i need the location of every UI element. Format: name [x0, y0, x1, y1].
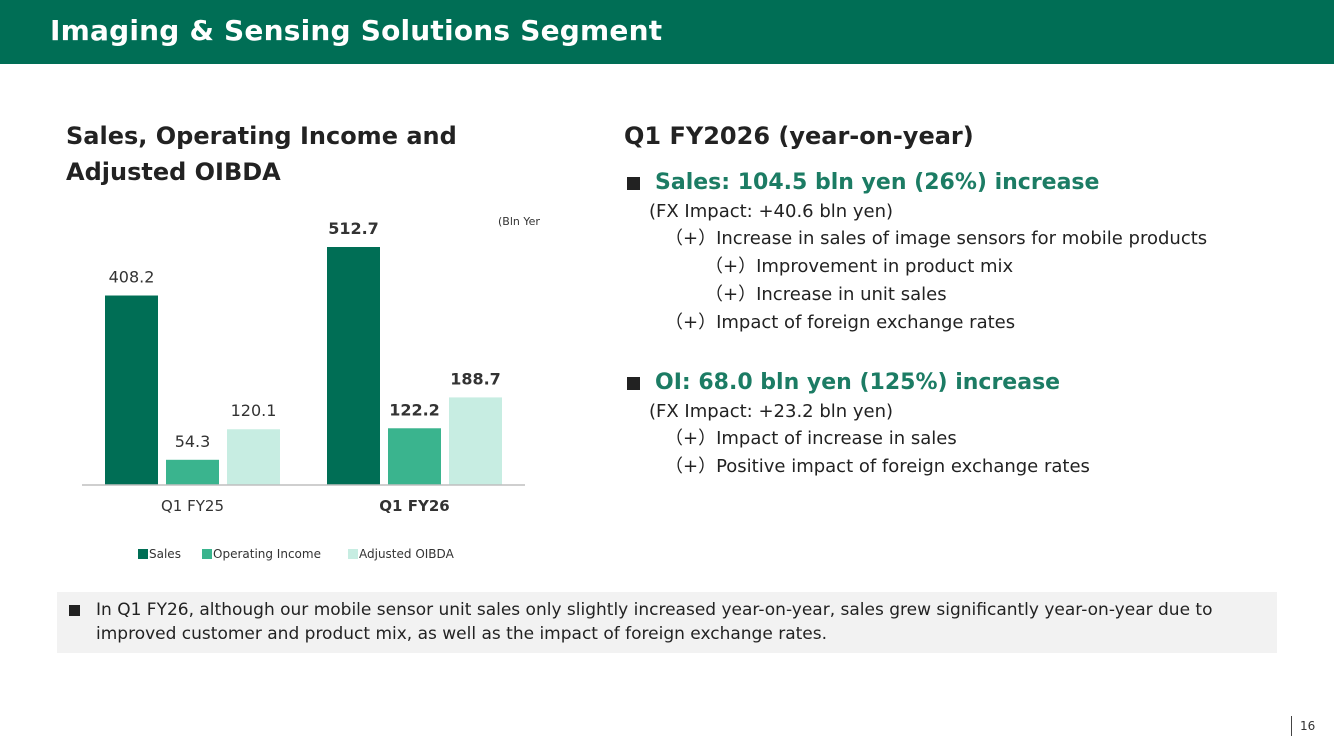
legend-label: Operating Income	[213, 547, 321, 561]
page-title: Imaging & Sensing Solutions Segment	[50, 14, 663, 47]
bar-adjusted-oibda	[227, 429, 280, 485]
oi-fx-impact: (FX Impact: +23.2 bln yen)	[649, 401, 894, 422]
sales-factor-item: （+）Increase in unit sales	[705, 284, 947, 305]
bar-operating-income	[388, 428, 441, 485]
oi-factor-list: （+）Impact of increase in sales （+）Positiv…	[627, 425, 1317, 481]
data-label: 188.7	[450, 369, 501, 388]
legend-label: Sales	[149, 547, 181, 561]
sales-fx-impact: (FX Impact: +40.6 bln yen)	[649, 201, 894, 222]
summary-note: In Q1 FY26, although our mobile sensor u…	[57, 592, 1277, 653]
page-divider	[1291, 716, 1292, 736]
legend-label: Adjusted OIBDA	[359, 547, 455, 561]
legend-swatch	[138, 549, 148, 559]
square-bullet-icon	[69, 605, 80, 616]
bar-operating-income	[166, 459, 219, 485]
oi-headline: OI: 68.0 bln yen (125%) increase	[655, 370, 1061, 395]
sales-factor-item: （+）Impact of foreign exchange rates	[665, 312, 1016, 333]
bar-adjusted-oibda	[449, 397, 502, 485]
bar-chart: (Bln Yen) 408.2 54.3 120.1 Q1 FY25 512.7 122.2…	[82, 215, 540, 561]
data-label: 122.2	[389, 400, 440, 419]
sales-headline-row: Sales: 104.5 bln yen (26%) increase	[627, 170, 1317, 198]
data-label: 408.2	[109, 268, 155, 287]
page-number: 16	[1300, 719, 1316, 733]
category-label: Q1 FY25	[161, 497, 224, 515]
oi-factor-item: （+）Impact of increase in sales	[665, 428, 957, 449]
oi-section: OI: 68.0 bln yen (125%) increase (FX Imp…	[627, 370, 1317, 481]
bar-sales	[105, 295, 158, 485]
yoy-title: Q1 FY2026 (year-on-year)	[624, 122, 974, 150]
sales-factor-item: （+）Increase in sales of image sensors fo…	[665, 228, 1208, 249]
square-bullet-icon	[627, 177, 640, 190]
unit-label: (Bln Yen)	[498, 215, 540, 228]
oi-headline-row: OI: 68.0 bln yen (125%) increase	[627, 370, 1317, 398]
data-label: 120.1	[231, 401, 277, 420]
category-label: Q1 FY26	[379, 497, 449, 515]
bar-sales	[327, 247, 380, 485]
oi-factor-item: （+）Positive impact of foreign exchange r…	[665, 456, 1090, 477]
data-label: 512.7	[328, 219, 379, 238]
sales-factor-list: （+）Increase in sales of image sensors fo…	[627, 225, 1317, 337]
sales-factor-item: （+）Improvement in product mix	[705, 256, 1014, 277]
header-bar: Imaging & Sensing Solutions Segment	[0, 0, 1334, 64]
legend-swatch	[202, 549, 212, 559]
sales-section: Sales: 104.5 bln yen (26%) increase (FX …	[627, 170, 1317, 337]
summary-note-text: In Q1 FY26, although our mobile sensor u…	[96, 600, 1213, 644]
data-label: 54.3	[175, 432, 211, 451]
sales-headline: Sales: 104.5 bln yen (26%) increase	[655, 170, 1100, 195]
chart-title: Sales, Operating Income and Adjusted OIB…	[66, 122, 457, 186]
square-bullet-icon	[627, 377, 640, 390]
legend-swatch	[348, 549, 358, 559]
